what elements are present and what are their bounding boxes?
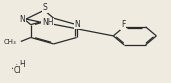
Text: CH₃: CH₃ [4, 39, 17, 44]
Text: NH: NH [42, 18, 53, 27]
Text: N: N [75, 20, 80, 29]
Text: H: H [20, 60, 25, 69]
Text: Cl: Cl [14, 66, 21, 75]
Text: N: N [19, 15, 25, 24]
Text: F: F [121, 20, 126, 29]
Text: S: S [43, 3, 47, 12]
